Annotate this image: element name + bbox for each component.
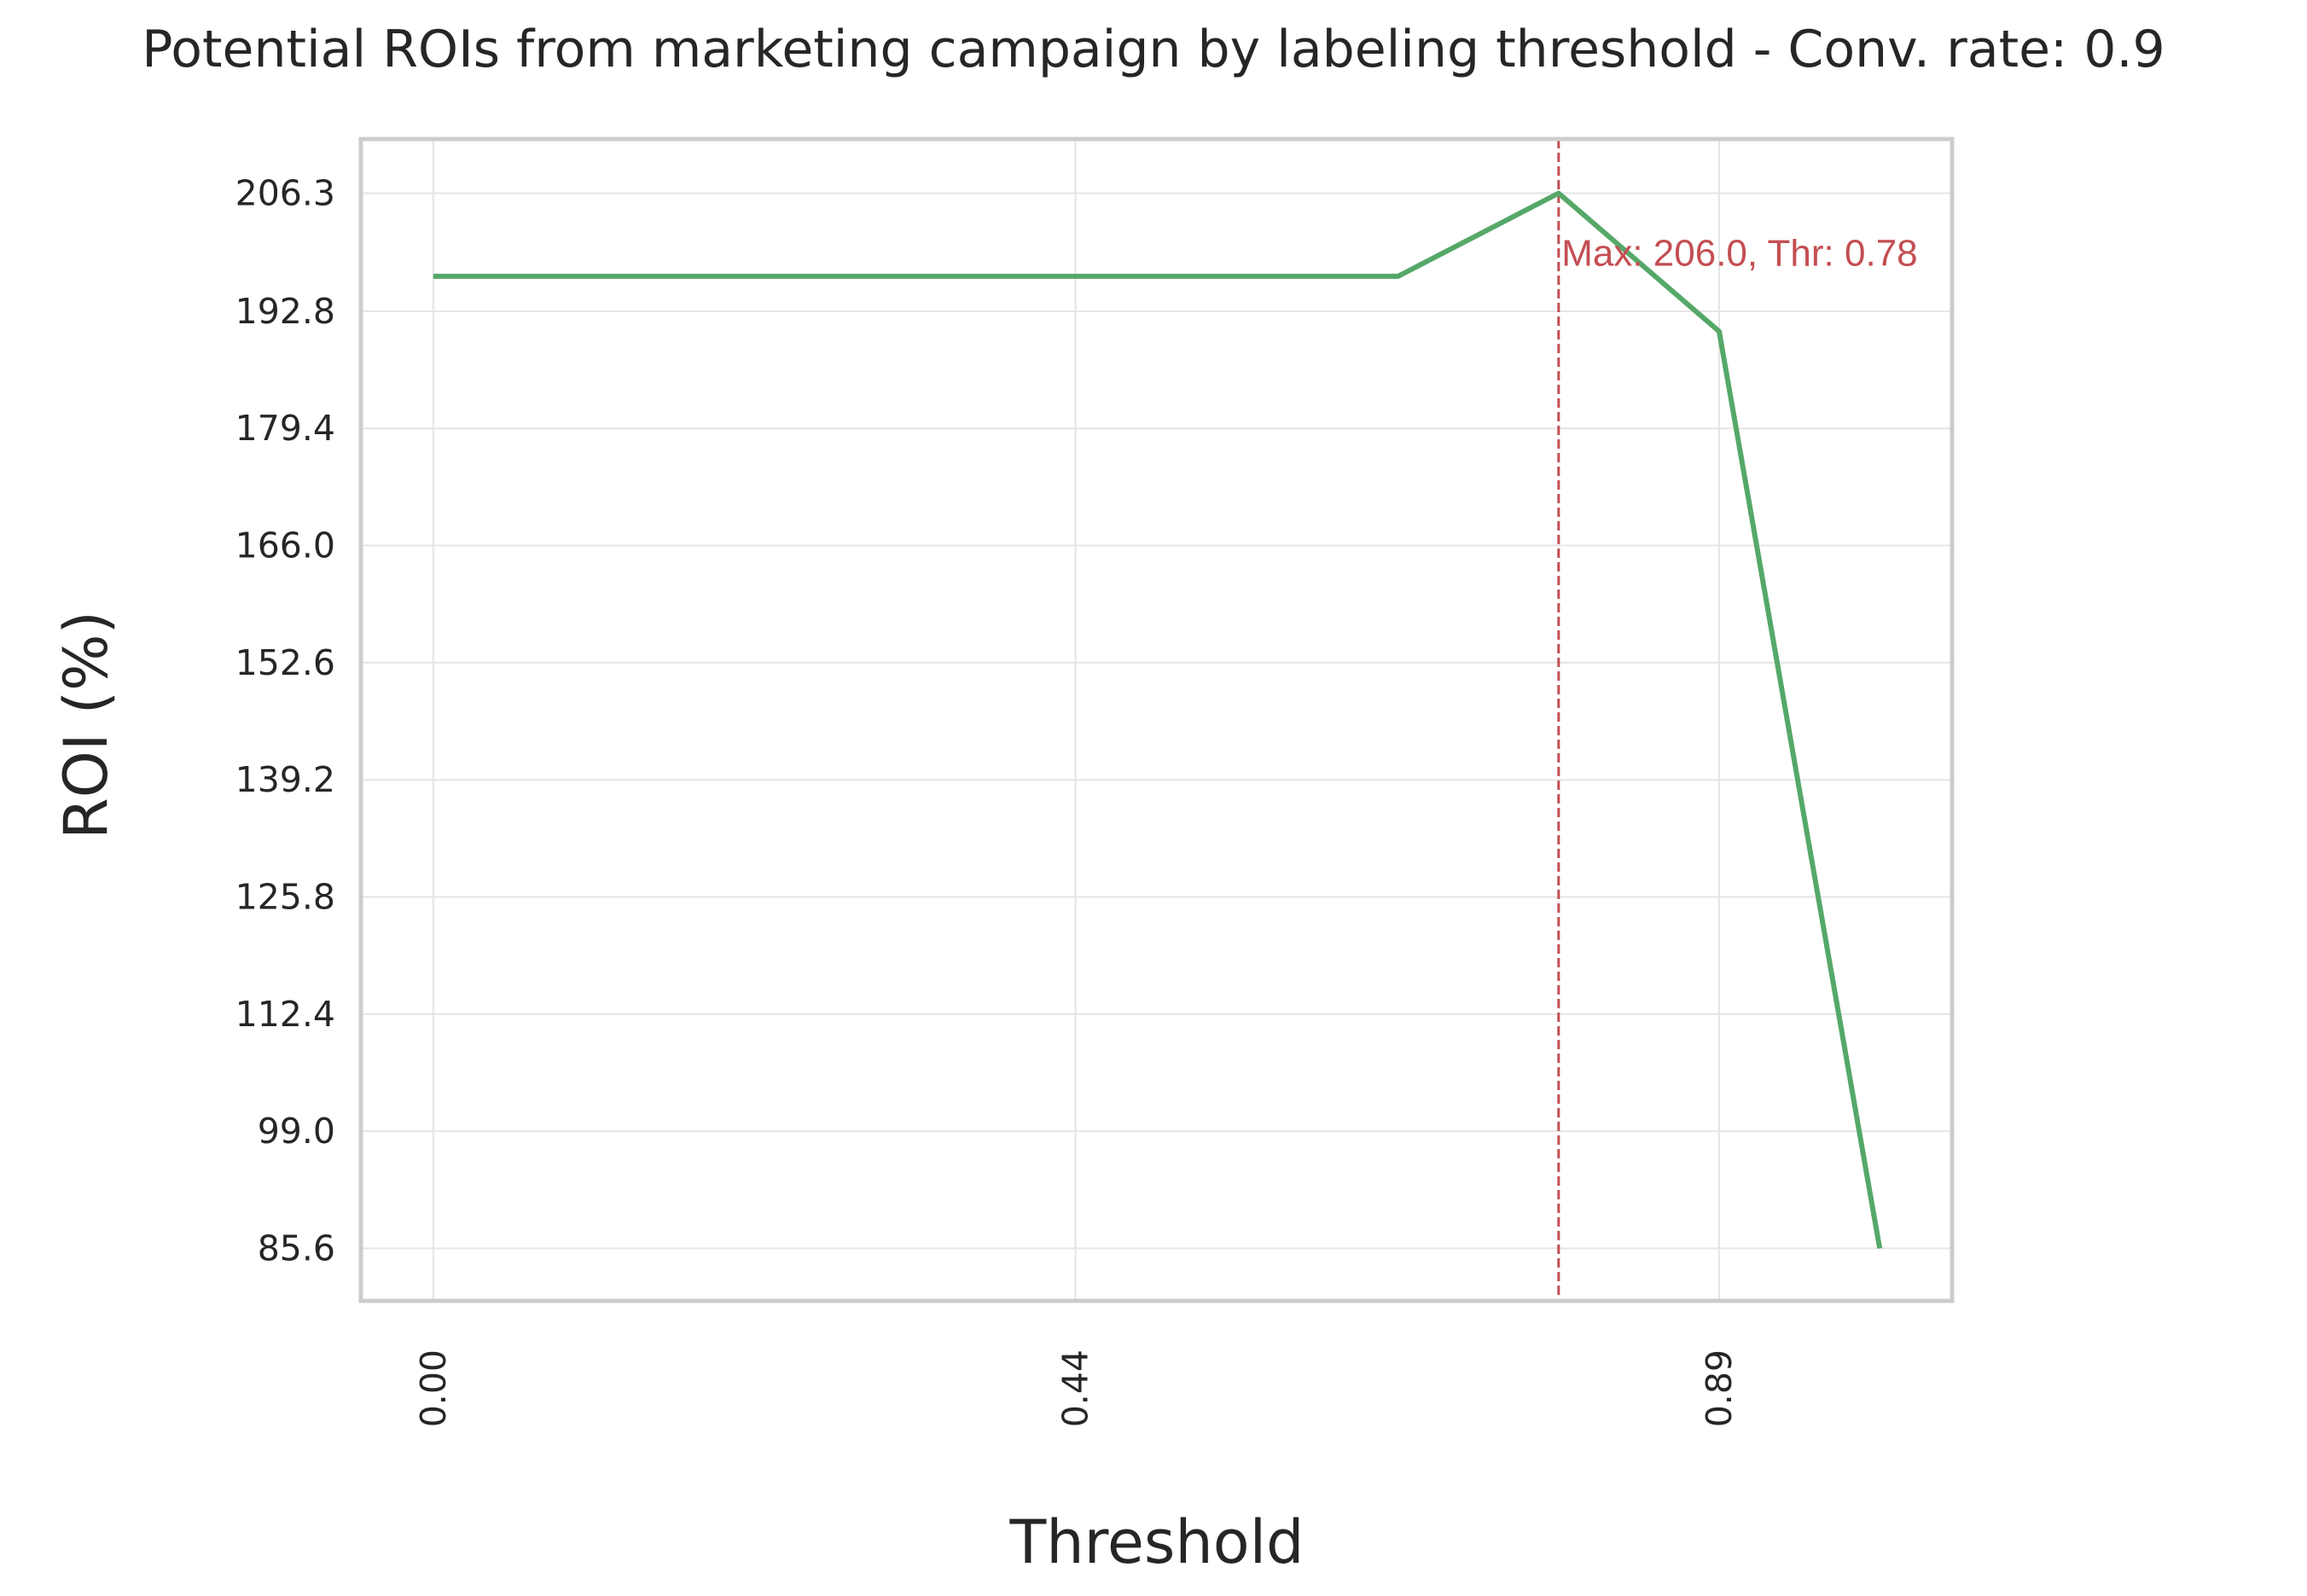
roi-series-line <box>433 190 1883 1250</box>
y-tick-label: 179.4 <box>235 408 335 449</box>
max-annotation: Max: 206.0, Thr: 0.78 <box>1561 233 1917 275</box>
y-tick-label: 206.3 <box>235 173 335 214</box>
series-layer <box>433 190 1883 1250</box>
x-tick-label: 0.00 <box>413 1349 454 1427</box>
chart-title: Potential ROIs from marketing campaign b… <box>142 20 2165 79</box>
x-tick-label: 0.44 <box>1055 1349 1096 1427</box>
grid-lines <box>361 139 1952 1301</box>
y-tick-label: 192.8 <box>235 291 335 332</box>
y-tick-label: 139.2 <box>235 759 335 800</box>
plot-frame <box>358 136 1955 1303</box>
x-axis-label: Threshold <box>1009 1507 1305 1577</box>
y-tick-label: 112.4 <box>235 994 335 1035</box>
y-tick-label: 125.8 <box>235 877 335 918</box>
annotation-layer: Max: 206.0, Thr: 0.78 <box>1561 233 1917 275</box>
y-axis-label: ROI (%) <box>51 611 121 839</box>
y-tick-label: 85.6 <box>258 1228 335 1269</box>
x-axis-ticks: 0.00 0.44 0.89 <box>413 1349 1740 1427</box>
y-tick-label: 99.0 <box>258 1111 335 1152</box>
y-axis-ticks: 85.6 99.0 112.4 125.8 139.2 152.6 166.0 179.4 19… <box>235 173 335 1269</box>
x-tick-label: 0.89 <box>1699 1349 1740 1427</box>
y-tick-label: 152.6 <box>235 642 335 683</box>
y-tick-label: 166.0 <box>235 525 335 566</box>
